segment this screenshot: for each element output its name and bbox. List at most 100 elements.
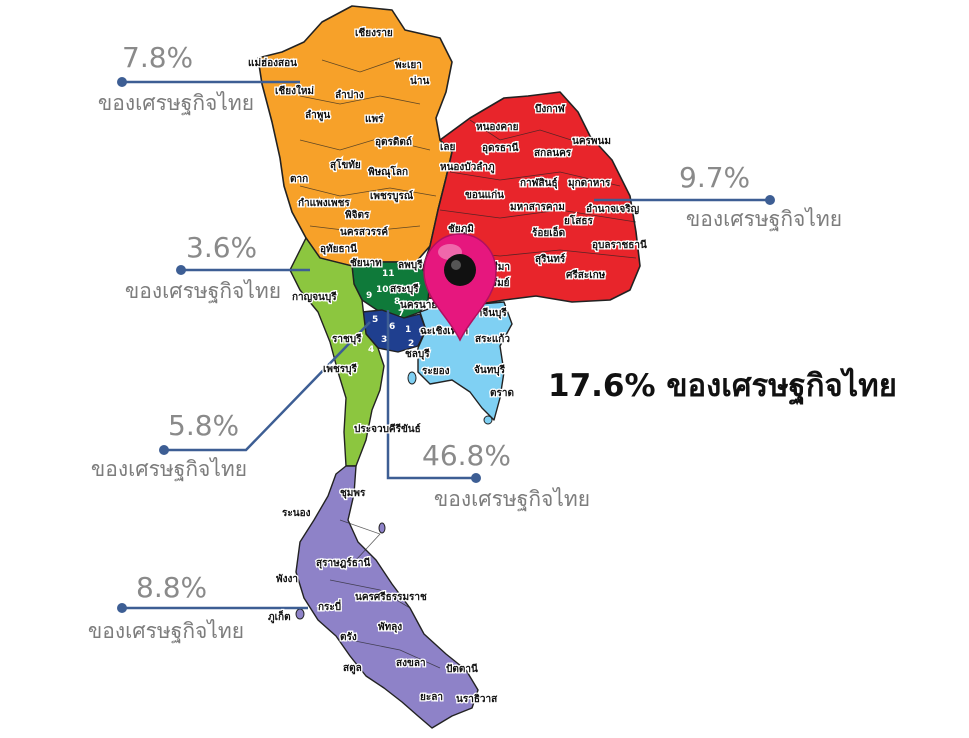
label-nakhonnayok: นครนายก (400, 300, 443, 311)
label-suratthani: สุราษฎร์ธานี (316, 557, 370, 569)
label-nongbualamphu: หนองบัวลำภู (440, 161, 495, 174)
label-krabi: กระบี่ (318, 599, 341, 613)
label-uthaithani: อุทัยธานี (320, 243, 357, 255)
label-tak: ตาก (290, 174, 308, 185)
label-phrae: แพร่ (365, 113, 384, 125)
callout-southwest: 5.8% ของเศรษฐกิจไทย (74, 410, 264, 482)
label-amnatcharoen: อำนาจเจริญ (586, 203, 640, 215)
region-east (417, 301, 513, 421)
label-trat: ตราด (490, 388, 514, 399)
label-khonkaen: ขอนแก่น (465, 189, 504, 201)
label-chiangrai: เชียงราย (355, 27, 393, 39)
label-chanthaburi: จันทบุรี (474, 364, 506, 376)
label-chumphon: ชุมพร (340, 488, 366, 499)
region-west (289, 237, 385, 467)
label-surin: สุรินทร์ (535, 253, 566, 265)
central-number-11: 11 (382, 269, 395, 279)
callout-central-percent: 46.8% (422, 439, 511, 472)
leader-dots (117, 77, 775, 613)
callout-south: 8.8% ของเศรษฐกิจไทย (66, 572, 266, 644)
callout-north-label: ของเศรษฐกิจไทย (97, 91, 255, 115)
label-phetchabun: เพชรบูรณ์ (370, 190, 414, 203)
label-saraburi: สระบุรี (390, 283, 419, 295)
region-south (295, 465, 479, 729)
label-phangnga: พังงา (276, 573, 298, 585)
callout-west: 3.6% ของเศรษฐกิจไทย (108, 232, 298, 304)
label-kamphaengphet: กำแพงเพชร (298, 197, 350, 209)
central-number-4: 4 (368, 345, 374, 355)
province-borders (299, 57, 637, 669)
label-chaiyaphum: ชัยภูมิ (448, 223, 474, 236)
label-phitsanulok: พิษณุโลก (368, 165, 408, 178)
callout-central: 46.8% ของเศรษฐกิจไทย (412, 440, 612, 512)
label-udonthani: อุดรธานี (482, 142, 519, 154)
callout-south-percent: 8.8% (136, 571, 208, 604)
label-buengkan: บึงกาฬ (535, 103, 566, 115)
central-number-2: 2 (408, 339, 414, 349)
label-nongkhai: หนองคาย (476, 122, 519, 133)
callout-central-label: ของเศรษฐกิจไทย (433, 487, 591, 511)
small-islands (295, 371, 493, 620)
central-number-1: 1 (405, 325, 411, 335)
location-pin-icon (423, 233, 497, 342)
leader-lines (122, 80, 770, 610)
callout-northeast-percent: 9.7% (679, 161, 751, 194)
label-sakonnakhon: สกลนคร (534, 148, 572, 159)
label-ratchaburi: ราชบุรี (332, 333, 362, 345)
label-phuket: ภูเก็ต (268, 609, 291, 624)
central-number-5: 5 (372, 315, 378, 325)
callout-northeast-label: ของเศรษฐกิจไทย (685, 207, 843, 231)
label-songkhla: สงขลา (396, 658, 426, 669)
label-mahasarakham: มหาสารคาม (510, 202, 565, 213)
label-mukdahan: มุกดาหาร (568, 178, 611, 189)
label-uttaradit: อุตรดิตถ์ (375, 136, 412, 148)
callout-east: 17.6% ของเศรษฐกิจไทย (548, 368, 897, 404)
label-loei: เลย (440, 142, 456, 153)
central-number-6: 6 (389, 322, 395, 332)
label-phayao: พะเยา (395, 60, 422, 71)
label-lampang: ลำปาง (335, 89, 364, 101)
label-yala: ยะลา (420, 692, 443, 703)
central-number-10: 10 (376, 285, 389, 295)
label-nakhonsi: นครศรีธรรมราช (355, 591, 427, 603)
callout-west-label: ของเศรษฐกิจไทย (124, 279, 282, 303)
label-kanchanaburi: กาญจนบุรี (292, 291, 337, 303)
central-number-9: 9 (366, 291, 372, 301)
label-chonburi: ชลบุรี (405, 348, 430, 360)
label-chiangmai: เชียงใหม่ (275, 84, 314, 97)
province-labels: เชียงราย แม่ฮ่องสอน พะเยา น่าน เชียงใหม่… (247, 26, 649, 707)
label-kalasin: กาฬสินธุ์ (520, 177, 558, 189)
callout-southwest-label: ของเศรษฐกิจไทย (90, 457, 248, 481)
label-yasothon: ยโสธร (564, 214, 593, 227)
label-prachuap: ประจวบคีรีขันธ์ (354, 423, 421, 435)
label-rayong: ระยอง (422, 366, 450, 377)
callout-northeast: 9.7% ของเศรษฐกิจไทย (664, 162, 864, 232)
label-ubon: อุบลราชธานี (592, 239, 647, 251)
label-lopburi: ลพบุรี (398, 259, 423, 271)
central-number-3: 3 (381, 335, 387, 345)
central-number-8: 8 (394, 297, 400, 307)
central-number-7: 7 (398, 309, 404, 319)
callout-southwest-percent: 5.8% (168, 409, 240, 442)
label-sukhothai: สุโขทัย (330, 158, 361, 171)
callout-south-label: ของเศรษฐกิจไทย (87, 619, 245, 643)
callout-north-percent: 7.8% (122, 41, 194, 74)
central-province-numbers: 1 2 3 4 5 6 7 8 9 10 11 (366, 269, 414, 355)
label-nan: น่าน (410, 75, 429, 87)
label-satun: สตูล (343, 663, 362, 675)
label-lamphun: ลำพูน (305, 109, 330, 122)
label-ranong: ระนอง (282, 508, 311, 519)
label-chainat: ชัยนาท (350, 257, 382, 269)
label-trang: ตรัง (340, 631, 357, 643)
callout-west-percent: 3.6% (186, 231, 258, 264)
label-sakaeo: สระแก้ว (475, 333, 510, 345)
label-sisaket: ศรีสะเกษ (566, 269, 606, 281)
label-phatthalung: พัทลุง (378, 621, 402, 633)
label-maehongson: แม่ฮ่องสอน (248, 57, 297, 69)
label-phetchaburi: เพชรบุรี (323, 363, 358, 375)
label-pattani: ปัตตานี (446, 663, 478, 675)
label-nakhonphanom: นครพนม (572, 136, 611, 147)
label-narathiwat: นราธิวาส (456, 693, 498, 705)
